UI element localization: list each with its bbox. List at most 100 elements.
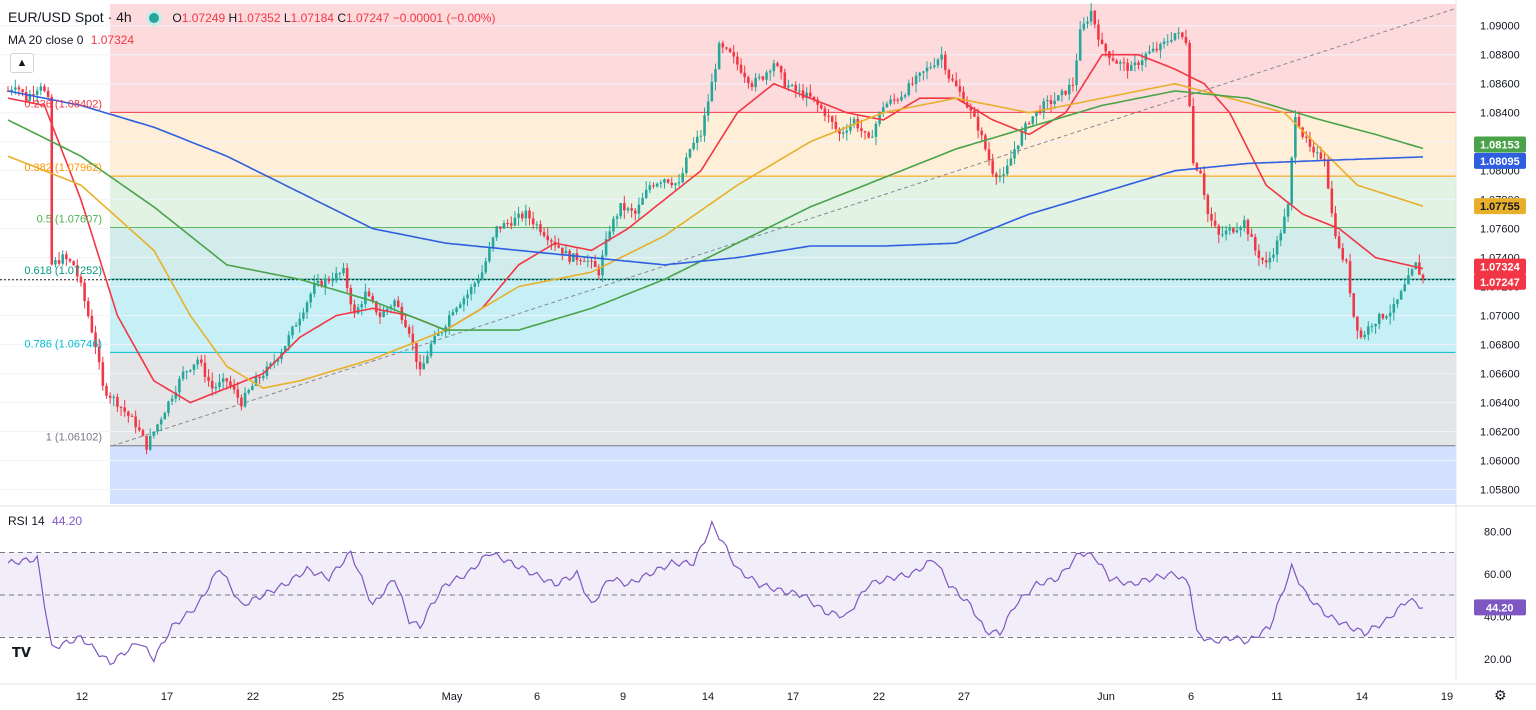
candle-body [349, 288, 353, 305]
candle-body [550, 240, 553, 242]
candle-body [1308, 137, 1312, 147]
candle-body [1217, 225, 1221, 235]
candle-body [1184, 37, 1188, 44]
candle-body [218, 381, 221, 387]
price-tag [1474, 273, 1526, 290]
candle-body [76, 265, 79, 277]
candle-body [648, 185, 652, 190]
trendline[interactable] [111, 7, 1457, 447]
candle-body [294, 325, 298, 327]
candle-body [105, 385, 108, 396]
fib-band [110, 445, 1456, 504]
candle-body [345, 268, 349, 289]
candle-body [1232, 228, 1235, 233]
time-axis[interactable]: 12 17 22 25 May 6 9 14 17 22 27 Jun 6 11 14 19 [0, 683, 1536, 703]
time-tick-label: 9 [620, 691, 626, 703]
candle-body [641, 198, 644, 205]
candle-body [94, 332, 97, 347]
candle-body [262, 375, 265, 379]
ma-legend[interactable]: MA 20 close 0 1.07324 [8, 33, 134, 47]
candle-body [207, 376, 210, 381]
candle-body [141, 430, 145, 436]
time-tick-label: 25 [332, 691, 344, 703]
candle-body [210, 380, 214, 389]
candle-body [695, 136, 699, 143]
price-tick-label: 1.06800 [1480, 340, 1520, 352]
candle-body [334, 273, 338, 281]
candle-body [1155, 48, 1159, 51]
candle-body [495, 226, 498, 238]
fib-band [110, 112, 1456, 177]
candle-body [659, 182, 663, 184]
candle-body [710, 81, 714, 102]
candle-body [189, 369, 192, 372]
candle-body [375, 301, 378, 313]
candle-body [754, 77, 757, 88]
candle-body [1370, 326, 1374, 328]
candle-body [849, 124, 852, 131]
candle-body [159, 419, 163, 425]
candle-body [386, 308, 389, 311]
candle-body [265, 366, 269, 376]
candle-body [655, 183, 659, 187]
candle-body [491, 237, 495, 248]
time-tick-label: 22 [873, 691, 885, 703]
candle-body [517, 213, 520, 218]
candle-body [798, 90, 801, 92]
candle-body [736, 56, 739, 65]
candle-body [393, 300, 396, 307]
candle-body [1067, 84, 1071, 95]
candle-body [867, 132, 870, 138]
market-status-icon [149, 13, 160, 23]
candle-body [681, 173, 684, 183]
candle-body [156, 424, 159, 432]
candle-body [980, 130, 984, 136]
candle-body [976, 116, 980, 131]
candle-body [1089, 10, 1093, 22]
candle-body [1253, 236, 1257, 251]
time-tick-label: May [442, 691, 463, 703]
ma-line [7, 82, 1424, 389]
candle-body [1057, 95, 1060, 101]
candle-body [1272, 254, 1275, 258]
candle-body [1035, 110, 1038, 117]
trendline-line [111, 7, 1457, 447]
candle-body [324, 279, 327, 287]
candle-body [604, 239, 608, 256]
chevron-up-icon: ▲ [16, 57, 28, 69]
candle-body [593, 260, 597, 268]
gear-icon[interactable]: ⚙ [1494, 688, 1507, 704]
candle-body [805, 92, 808, 99]
tradingview-logo-icon[interactable]: TV [12, 646, 31, 661]
rsi-legend[interactable]: RSI 14 44.20 [8, 514, 82, 528]
candle-body [561, 247, 564, 254]
candle-body [65, 254, 68, 260]
candle-body [1191, 106, 1195, 164]
ohlc-close: 1.07247 [345, 11, 390, 25]
candle-body [225, 378, 229, 382]
candle-body [535, 224, 539, 226]
collapse-legend-button[interactable]: ▲ [10, 53, 34, 73]
candle-body [61, 254, 64, 264]
candle-body [313, 283, 316, 294]
candle-body [269, 363, 272, 367]
candle-body [619, 202, 622, 217]
candle-body [50, 96, 54, 265]
candle-body [1111, 58, 1115, 61]
candle-body [1129, 65, 1133, 71]
symbol-title[interactable]: EUR/USD Spot · 4h [8, 9, 132, 25]
candle-body [148, 435, 152, 450]
candle-body [1060, 90, 1064, 96]
candle-body [320, 280, 323, 287]
candle-body [462, 298, 466, 305]
candle-body [794, 84, 798, 91]
candle-body [987, 149, 991, 161]
time-tick-label: 6 [534, 691, 540, 703]
candle-body [663, 179, 666, 183]
candle-body [874, 123, 878, 137]
candle-body [973, 110, 976, 117]
candle-body [1290, 157, 1293, 205]
candle-body [1279, 233, 1283, 241]
fib-band [110, 4, 1456, 113]
